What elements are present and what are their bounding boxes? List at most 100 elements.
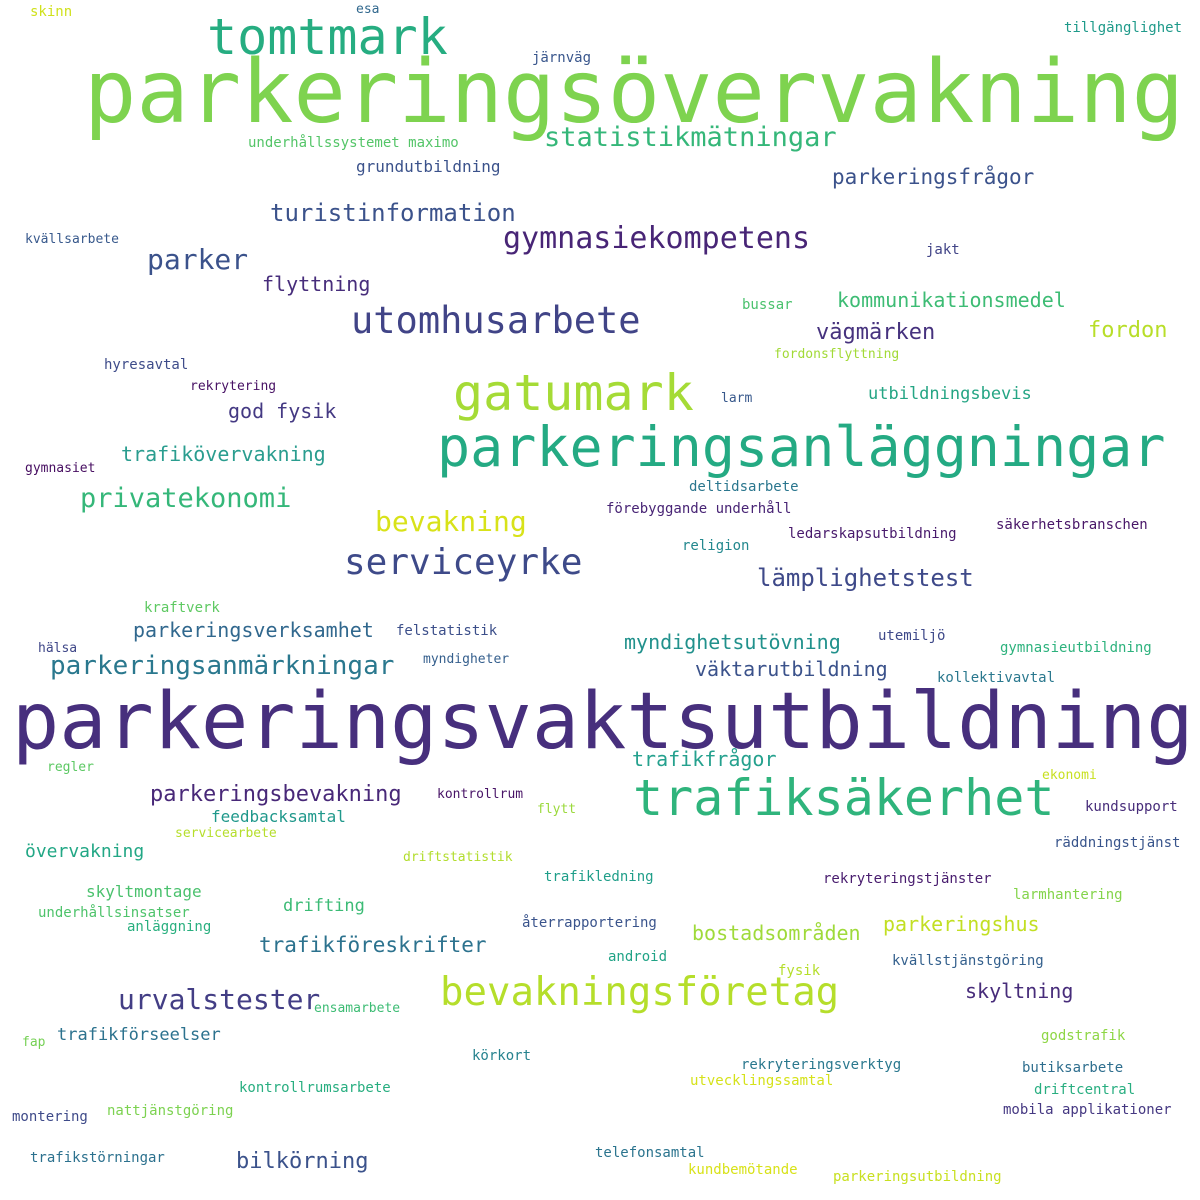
word: underhållssystemet maximo [248,135,459,151]
word: utbildningsbevis [868,384,1032,404]
word: bussar [742,297,793,313]
word: regler [47,760,94,775]
word: fordon [1088,318,1168,343]
word: underhållsinsatser [38,905,190,921]
word: bevakningsföretag [440,970,840,1015]
word: kvällsarbete [25,232,119,247]
word: trafikfrågor [632,747,777,771]
word: larm [721,391,753,406]
word: android [608,949,668,965]
word: gymnasieutbildning [1000,640,1152,656]
word: telefonsamtal [595,1145,705,1161]
word: urvalstester [118,983,321,1016]
word: kundbemötande [688,1162,798,1178]
word: grundutbildning [356,157,501,176]
word: flytt [537,802,577,817]
word: parkeringsövervakning [84,41,1184,143]
word: gymnasiekompetens [503,221,811,256]
word: vägmärken [816,320,936,345]
word: myndighetsutövning [624,630,841,654]
word: trafikövervakning [121,442,326,466]
word: gatumark [453,364,694,422]
word: ekonomi [1042,768,1097,783]
word: järnväg [532,50,592,66]
word: jakt [926,242,960,258]
word: bevakning [375,505,527,538]
word: driftstatistik [403,850,513,865]
word: lämplighetstest [757,564,974,592]
word: drifting [283,896,365,916]
word: fysik [778,963,821,979]
word: hyresavtal [104,357,189,373]
word: rekryteringstjänster [823,871,992,887]
word: parker [147,243,249,276]
word: återrapportering [522,915,657,931]
word: utemiljö [878,628,946,644]
word: kvällstjänstgöring [892,953,1044,969]
word: statistikmätningar [544,122,837,153]
word: religion [682,538,750,554]
word: ensamarbete [314,1001,401,1016]
word: kollektivavtal [937,670,1056,686]
word: bilkörning [236,1149,369,1174]
word: trafikföreskrifter [259,933,487,957]
word: kontrollrumsarbete [239,1080,391,1096]
word: turistinformation [270,199,516,227]
word: trafiksäkerhet [633,769,1055,827]
word: utomhusarbete [351,299,641,342]
word: parkeringsvaktsutbildning [12,675,1194,767]
word: trafikstörningar [30,1150,165,1166]
word: mobila applikationer [1003,1102,1172,1118]
word: servicearbete [175,826,277,841]
word: förebyggande underhåll [606,501,792,517]
word: anläggning [127,919,212,935]
word: skyltning [965,979,1074,1003]
word: privatekonomi [80,483,292,514]
word: kundsupport [1085,799,1178,815]
word: trafikförseelser [57,1025,221,1045]
word: bostadsområden [692,921,861,945]
word: hälsa [38,641,78,656]
word: feedbacksamtal [211,807,346,826]
word: god fysik [228,399,337,423]
word: butiksarbete [1022,1060,1124,1076]
word: felstatistik [396,623,498,639]
word: rekryteringsverktyg [741,1057,902,1073]
word: parkeringsanmärkningar [50,651,395,681]
word: parkeringsverksamhet [133,618,374,642]
word: kommunikationsmedel [837,288,1066,312]
word: rekrytering [190,379,277,394]
word: övervakning [25,841,145,862]
word: säkerhetsbranschen [996,517,1148,533]
word: larmhantering [1013,887,1123,903]
word: nattjänstgöring [107,1103,234,1119]
word: montering [12,1109,88,1125]
word: skinn [30,4,73,20]
word: serviceyrke [344,542,583,583]
word: flyttning [262,272,371,296]
word: godstrafik [1041,1028,1126,1044]
word: gymnasiet [25,461,96,476]
word: parkeringsanläggningar [437,415,1166,479]
word: parkeringsbevakning [150,782,402,807]
word: fordonsflyttning [774,347,900,362]
word: esa [356,2,380,17]
word: väktarutbildning [695,657,888,681]
word: kraftverk [144,600,220,616]
word: trafikledning [544,869,654,885]
word: tillgänglighet [1064,20,1183,36]
word: körkort [472,1048,532,1064]
word: kontrollrum [437,787,524,802]
word: parkeringsfrågor [832,165,1035,189]
word: skyltmontage [86,882,202,901]
word: parkeringsutbildning [833,1169,1002,1185]
word: fap [22,1035,46,1050]
word: driftcentral [1034,1082,1136,1098]
word: tomtmark [207,8,448,66]
word: utvecklingssamtal [690,1073,834,1089]
word: myndigheter [423,652,510,667]
word: deltidsarbete [689,479,799,495]
word: räddningstjänst [1054,835,1181,851]
word: ledarskapsutbildning [788,526,957,542]
